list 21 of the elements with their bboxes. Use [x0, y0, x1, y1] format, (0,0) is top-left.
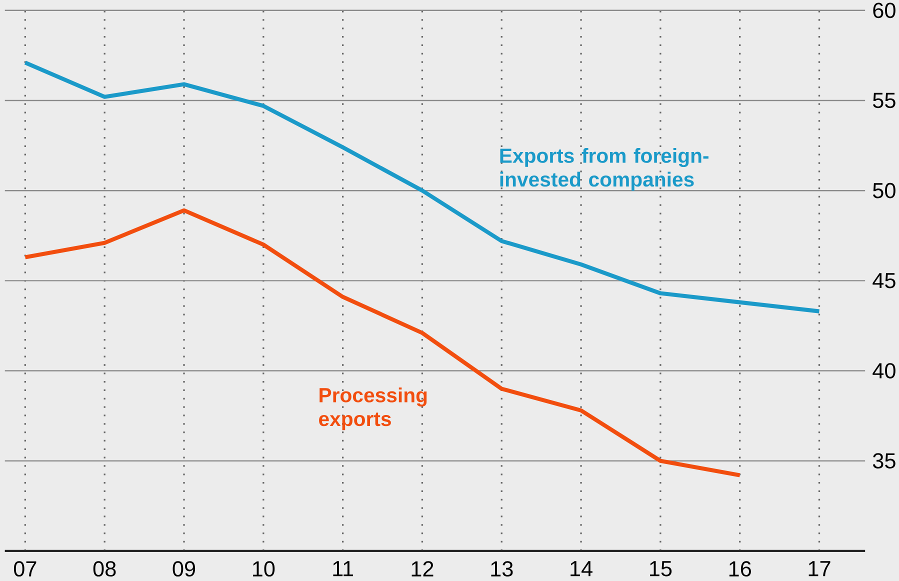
y-tick-label: 45	[872, 273, 896, 288]
y-tick-label: 55	[873, 92, 896, 108]
x-tick-label: 10	[252, 561, 275, 577]
x-tick-label: 12	[412, 561, 434, 576]
x-tick-label: 11	[333, 561, 354, 576]
x-tick-label: 14	[570, 561, 592, 576]
x-tick-label: 15	[650, 561, 672, 576]
x-tick-label: 09	[172, 561, 196, 577]
x-tick-label: 16	[729, 561, 751, 577]
line-series	[23, 208, 742, 478]
x-tick-label: 07	[14, 561, 36, 577]
x-tick-label: 13	[491, 561, 513, 577]
x-tick-label: 17	[808, 561, 830, 576]
text: Exports from foreign-invested companies	[500, 148, 708, 191]
text: Processing exports	[319, 387, 427, 430]
y-tick-label: 35	[872, 453, 896, 469]
y-tick-label: 40	[872, 363, 896, 378]
line-series	[23, 60, 822, 314]
x-tick-label: 08	[93, 561, 116, 577]
y-tick-label: 50	[873, 182, 896, 198]
y-tick-label: 60	[873, 2, 896, 18]
